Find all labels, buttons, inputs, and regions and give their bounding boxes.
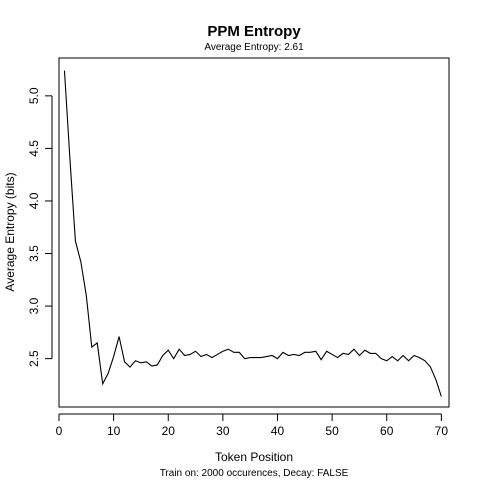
y-tick-label: 2.5 (27, 350, 41, 367)
y-axis-label: Average Entropy (bits) (3, 172, 17, 291)
x-tick-label: 40 (271, 424, 285, 438)
chart-title: PPM Entropy (207, 23, 301, 40)
y-tick-label: 4.0 (27, 192, 41, 209)
x-axis: 0 10 20 30 40 50 60 70 (56, 413, 449, 438)
x-tick-label: 0 (56, 424, 63, 438)
x-tick-label: 30 (216, 424, 230, 438)
x-tick-label: 50 (325, 424, 339, 438)
y-tick-label: 5.0 (27, 87, 41, 104)
entropy-series-line (63, 70, 442, 397)
x-tick-label: 70 (435, 424, 449, 438)
chart-footer-note: Train on: 2000 occurences, Decay: FALSE (160, 468, 349, 479)
chart-subtitle: Average Entropy: 2.61 (204, 42, 304, 53)
x-tick-label: 10 (107, 424, 121, 438)
y-tick-label: 3.0 (27, 297, 41, 314)
y-tick-label: 4.5 (27, 140, 41, 157)
x-tick-label: 60 (380, 424, 394, 438)
x-tick-label: 20 (162, 424, 176, 438)
y-tick-label: 3.5 (27, 245, 41, 262)
x-axis-label: Token Position (215, 450, 293, 464)
y-axis: 2.5 3.0 3.5 4.0 4.5 5.0 (27, 87, 53, 367)
plot-frame (58, 57, 450, 408)
